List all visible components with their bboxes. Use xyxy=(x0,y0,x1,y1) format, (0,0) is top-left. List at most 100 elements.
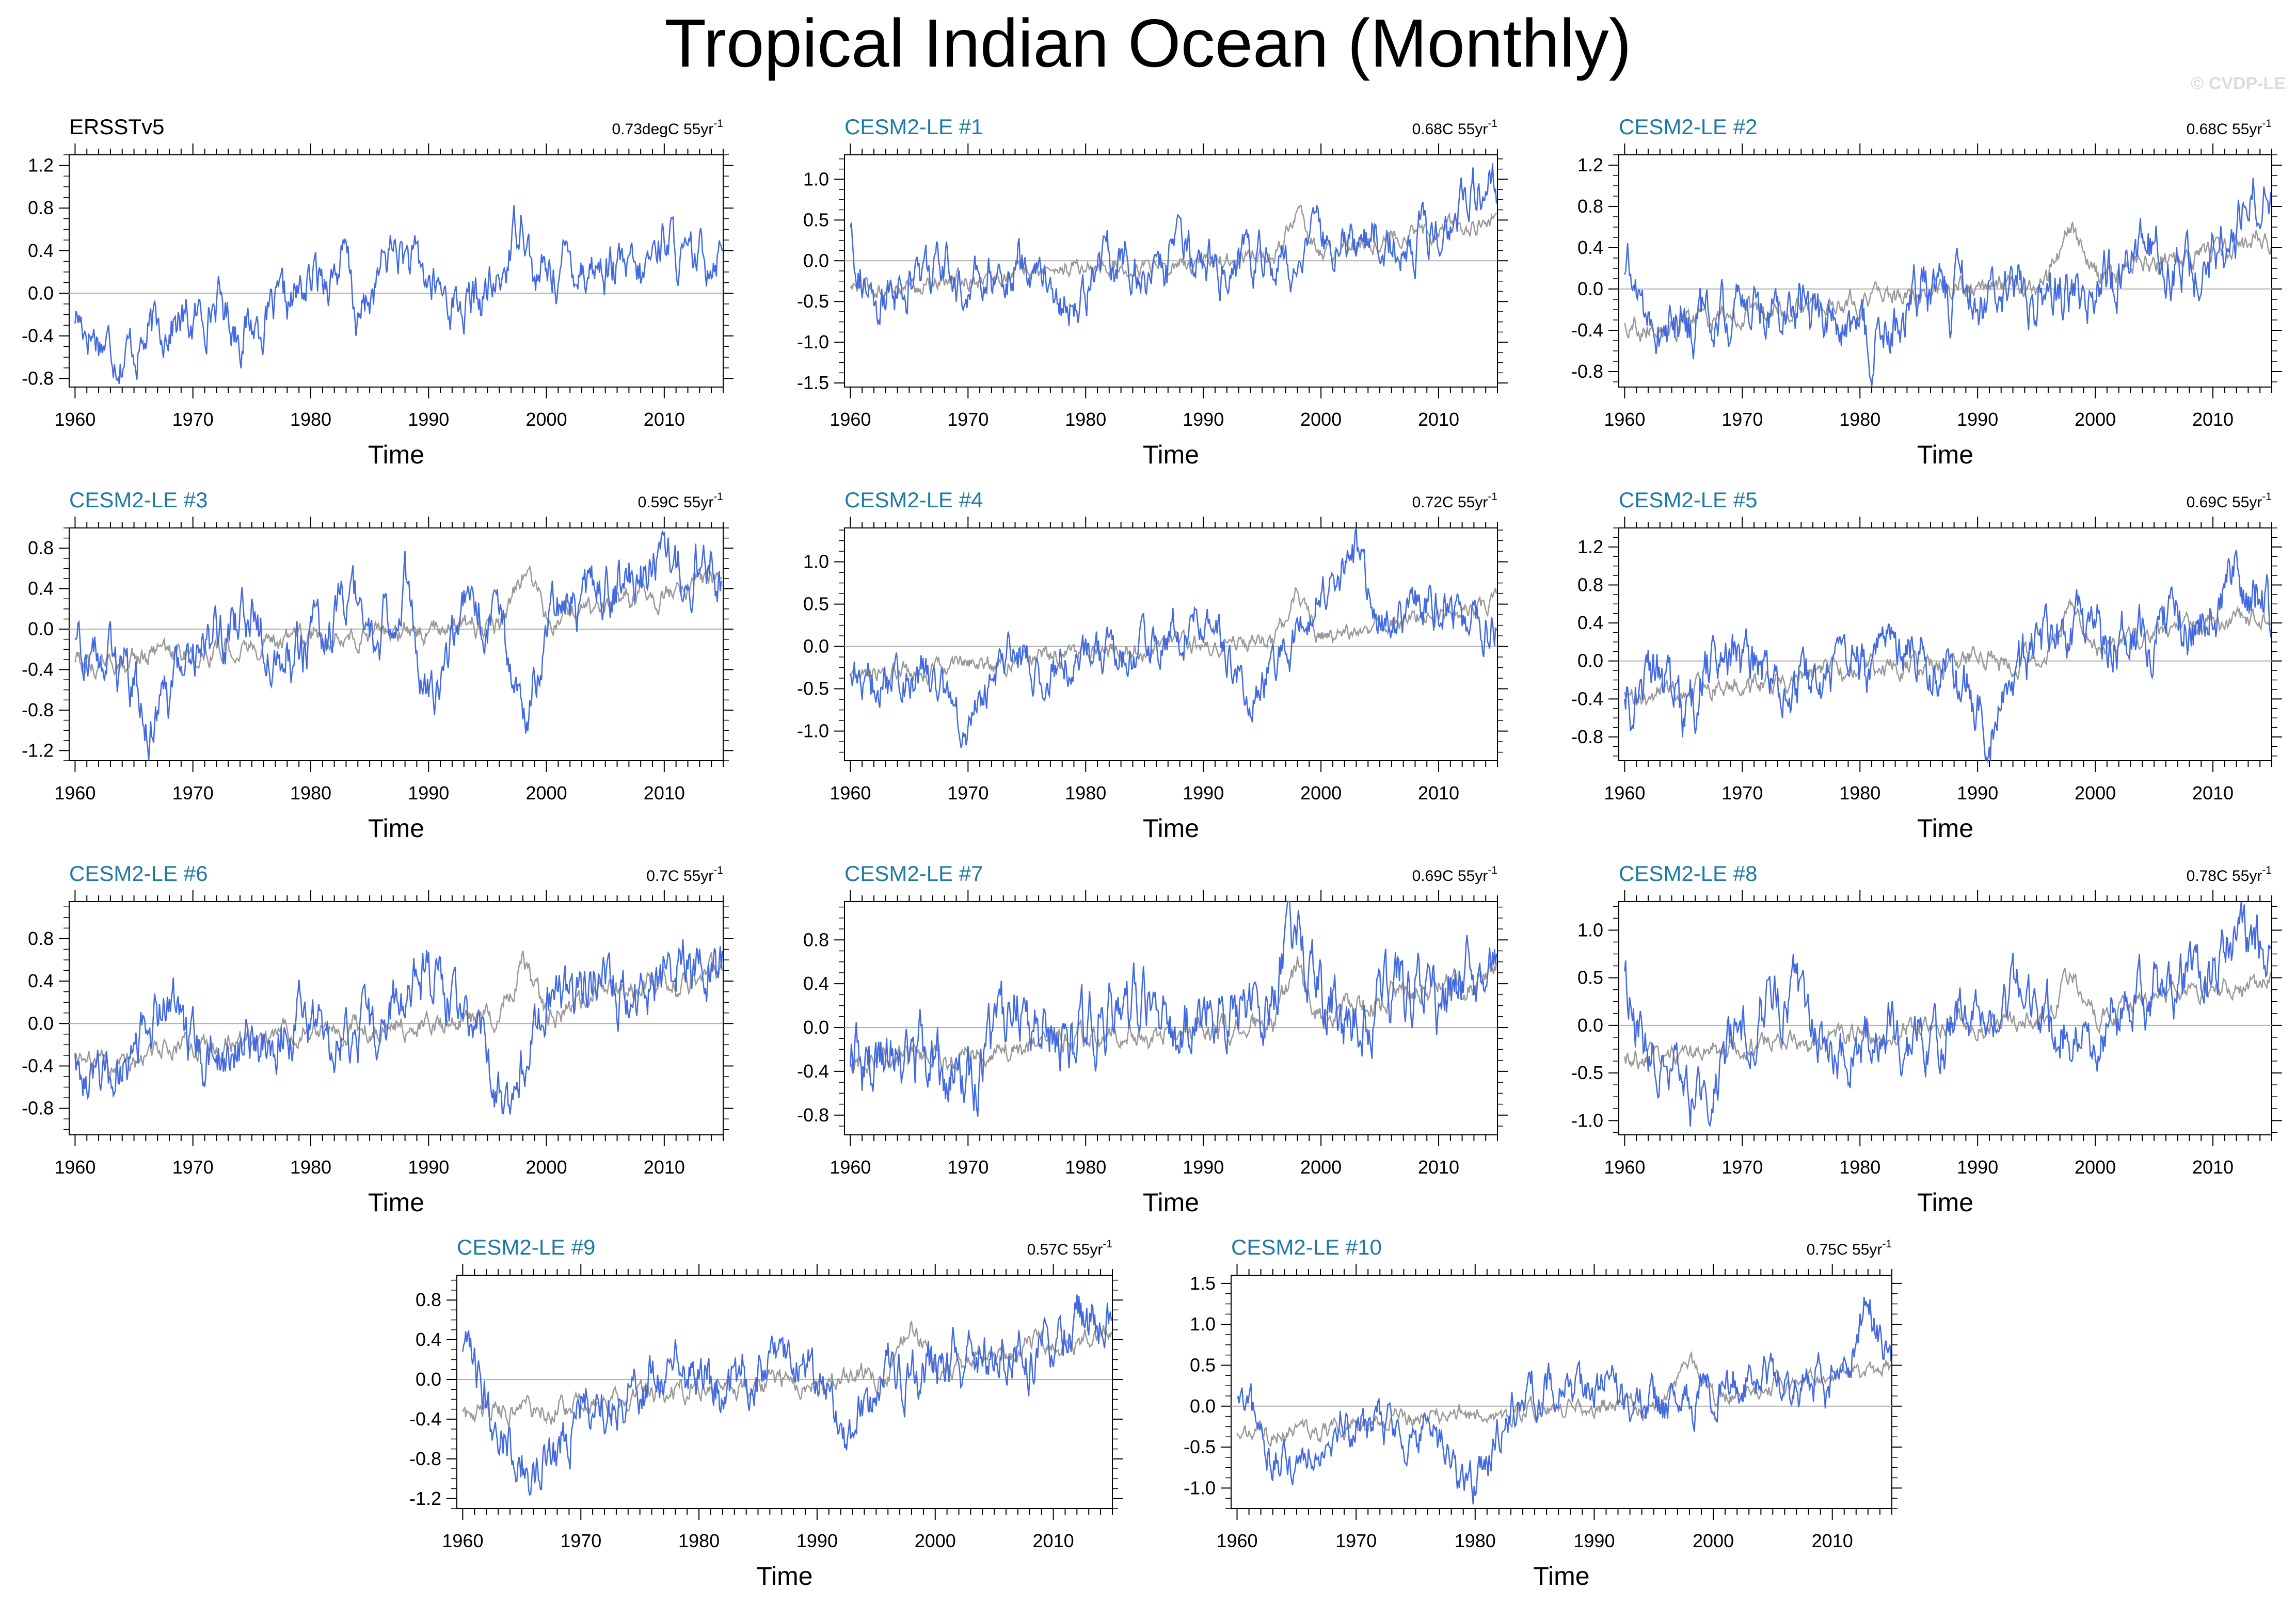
y-tick-label: 0.8 xyxy=(803,929,829,950)
panel-m1: 1960 1970 1980 1990 2000 2010 1.0 0.5 0.0 -0.5 -1.… xyxy=(797,115,1508,469)
x-tick-label: 1960 xyxy=(1216,1530,1257,1551)
x-tick-label: 1990 xyxy=(1183,1157,1224,1178)
y-tick-label: -0.8 xyxy=(22,1098,54,1119)
x-tick-label: 2010 xyxy=(1418,782,1459,804)
x-axis-label: Time xyxy=(368,440,424,469)
y-tick-label: -0.4 xyxy=(22,1055,54,1076)
y-tick-label: -0.4 xyxy=(409,1408,441,1430)
x-tick-label: 1990 xyxy=(1957,782,1998,804)
x-axis-label: Time xyxy=(1917,440,1973,469)
x-axis-label: Time xyxy=(1917,1188,1973,1217)
panel-title: CESM2-LE #6 xyxy=(69,861,208,886)
y-tick-label: -0.4 xyxy=(22,659,54,680)
plot-frame xyxy=(1231,1275,1892,1509)
y-tick-label: -0.8 xyxy=(22,699,54,720)
x-tick-label: 2010 xyxy=(1033,1530,1074,1551)
x-tick-label: 2000 xyxy=(2075,782,2116,804)
y-tick-label: 0.4 xyxy=(803,973,829,994)
plot-frame xyxy=(844,901,1498,1135)
y-tick-label: 0.8 xyxy=(28,197,54,218)
y-tick-label: -0.4 xyxy=(1571,319,1603,341)
panel-m8: 1960 1970 1980 1990 2000 2010 1.0 0.5 0.0 -0.5 -1.… xyxy=(1571,861,2282,1217)
x-tick-label: 1990 xyxy=(1183,409,1224,430)
series-line xyxy=(850,901,1497,1117)
y-tick-label: 0.0 xyxy=(803,636,829,657)
x-tick-label: 1970 xyxy=(172,782,214,804)
y-tick-label: 1.2 xyxy=(1577,536,1603,557)
y-tick-label: 0.0 xyxy=(1190,1395,1216,1417)
x-tick-label: 2000 xyxy=(2075,409,2116,430)
panel-ERSSTv5: 1960 1970 1980 1990 2000 2010 1.2 0.8 0.4 0.0 -0.4… xyxy=(22,115,734,469)
y-tick-label: 0.8 xyxy=(28,537,54,558)
x-tick-label: 1970 xyxy=(172,409,214,430)
y-tick-label: -0.5 xyxy=(1184,1436,1216,1457)
series-line xyxy=(850,527,1497,748)
plot-frame xyxy=(1618,901,2272,1135)
y-tick-label: 0.0 xyxy=(28,618,54,639)
x-tick-label: 2000 xyxy=(2075,1157,2116,1178)
x-tick-label: 1990 xyxy=(1573,1530,1615,1551)
trend-label: 0.73degC 55yr-1 xyxy=(612,118,724,138)
trend-label: 0.68C 55yr-1 xyxy=(2187,118,2272,138)
x-tick-label: 1960 xyxy=(54,409,95,430)
x-axis-label: Time xyxy=(1917,814,1973,843)
x-tick-label: 1980 xyxy=(1065,782,1106,804)
y-tick-label: 0.0 xyxy=(416,1369,441,1390)
x-tick-label: 1970 xyxy=(1721,1157,1763,1178)
plot-frame xyxy=(1618,527,2272,761)
x-tick-label: 1960 xyxy=(54,1157,95,1178)
panel-m7: 1960 1970 1980 1990 2000 2010 0.8 0.4 0.0 -0.4 -0.… xyxy=(797,861,1508,1217)
x-tick-label: 1980 xyxy=(290,409,331,430)
x-tick-label: 2010 xyxy=(1418,1157,1459,1178)
y-tick-label: 0.4 xyxy=(28,578,54,599)
y-tick-label: -0.5 xyxy=(797,291,829,312)
x-tick-label: 2000 xyxy=(1693,1530,1734,1551)
plot-frame xyxy=(844,527,1498,761)
y-tick-label: -0.8 xyxy=(22,367,54,389)
trend-label: 0.57C 55yr-1 xyxy=(1027,1238,1112,1258)
y-tick-label: 1.2 xyxy=(1577,154,1603,175)
trend-label: 0.75C 55yr-1 xyxy=(1807,1238,1892,1258)
y-tick-label: -1.0 xyxy=(1184,1477,1216,1498)
panel-m3: 1960 1970 1980 1990 2000 2010 0.8 0.4 0.0 -0.4 -0.… xyxy=(22,488,734,843)
y-tick-label: -1.2 xyxy=(409,1488,441,1509)
x-axis-label: Time xyxy=(756,1562,812,1591)
x-tick-label: 2010 xyxy=(644,409,685,430)
y-tick-label: 1.0 xyxy=(1577,919,1603,940)
y-tick-label: -0.5 xyxy=(1571,1062,1603,1083)
panel-title: CESM2-LE #7 xyxy=(844,861,983,886)
x-tick-label: 1960 xyxy=(830,782,871,804)
trend-label: 0.72C 55yr-1 xyxy=(1412,491,1497,511)
x-tick-label: 1990 xyxy=(1957,1157,1998,1178)
x-tick-label: 2010 xyxy=(644,1157,685,1178)
panel-title: CESM2-LE #10 xyxy=(1231,1235,1382,1259)
x-tick-label: 2000 xyxy=(526,409,567,430)
y-tick-label: 0.5 xyxy=(803,593,829,615)
x-axis-label: Time xyxy=(1533,1562,1589,1591)
x-tick-label: 1960 xyxy=(442,1530,483,1551)
series-line xyxy=(74,205,723,384)
plot-frame xyxy=(69,154,724,388)
x-tick-label: 1990 xyxy=(796,1530,838,1551)
x-tick-label: 1980 xyxy=(1839,409,1880,430)
series-line xyxy=(74,939,723,1115)
series-line xyxy=(1624,178,2272,387)
panel-title: CESM2-LE #9 xyxy=(457,1235,595,1259)
x-tick-label: 2010 xyxy=(1812,1530,1853,1551)
panel-m4: 1960 1970 1980 1990 2000 2010 1.0 0.5 0.0 -0.5 -1.… xyxy=(797,488,1508,843)
ensemble-mean-line xyxy=(1624,598,2272,707)
plot-frame xyxy=(456,1275,1113,1509)
x-tick-label: 1970 xyxy=(1721,782,1763,804)
panel-title: CESM2-LE #5 xyxy=(1619,488,1757,512)
y-tick-label: 0.4 xyxy=(28,240,54,261)
series-line xyxy=(1624,901,2272,1128)
y-tick-label: 0.5 xyxy=(1577,967,1603,988)
x-tick-label: 1990 xyxy=(1183,782,1224,804)
x-tick-label: 1960 xyxy=(830,1157,871,1178)
trend-label: 0.69C 55yr-1 xyxy=(2187,491,2272,511)
x-tick-label: 1960 xyxy=(1604,409,1645,430)
y-tick-label: -0.8 xyxy=(1571,726,1603,747)
y-tick-label: 0.0 xyxy=(1577,1015,1603,1036)
x-tick-label: 2010 xyxy=(2192,782,2234,804)
y-tick-label: 1.2 xyxy=(28,155,54,176)
